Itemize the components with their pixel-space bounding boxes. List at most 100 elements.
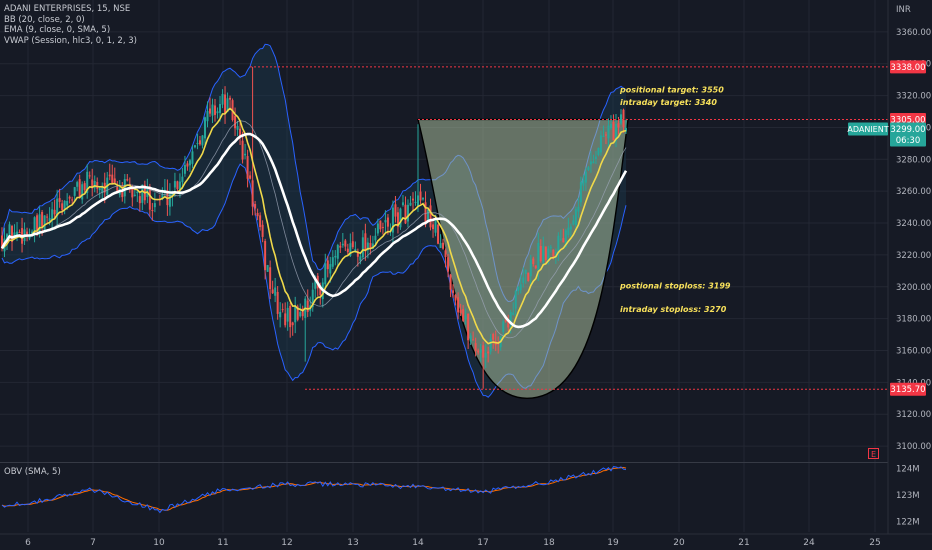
price-tick-8: 3260.00	[896, 187, 931, 197]
candle-body-89	[224, 94, 227, 114]
candle-body-159	[399, 208, 402, 228]
candle-body-249	[625, 128, 627, 132]
chart-legend: ADANI ENTERPRISES, 15, NSE BB (20, close…	[4, 4, 137, 46]
candle-body-49	[123, 179, 126, 197]
candle-body-105	[264, 241, 267, 271]
candle-body-129	[324, 263, 327, 285]
candle-body-122	[306, 300, 309, 312]
candle-body-81	[203, 117, 206, 139]
price-tick-3: 3160.00	[896, 346, 931, 356]
candle-body-133	[334, 255, 337, 258]
candle-body-53	[133, 194, 136, 196]
obv-tick-1: 123M	[896, 491, 920, 501]
candle-body-67	[168, 194, 171, 207]
obv-legend[interactable]: OBV (SMA, 5)	[4, 467, 61, 477]
candle-body-4	[11, 225, 14, 242]
candle-body-211	[529, 259, 532, 277]
candle-body-224	[562, 238, 565, 243]
candle-body-78	[196, 143, 199, 145]
earnings-badge[interactable]: E	[868, 448, 879, 459]
time-tick-9: 19	[607, 538, 619, 548]
candle-body-75	[188, 160, 191, 166]
candle-body-152	[381, 227, 384, 229]
candle-body-94	[236, 126, 239, 130]
candle-body-145	[364, 233, 367, 252]
candle-body-215	[539, 246, 542, 262]
candle-body-217	[544, 246, 547, 261]
countdown: 06:30	[896, 136, 921, 146]
candle-body-242	[607, 125, 610, 139]
candle-body-76	[191, 151, 194, 164]
candle-body-235	[589, 161, 592, 165]
time-tick-2: 10	[153, 538, 165, 548]
candle-body-6	[16, 231, 19, 236]
candle-body-13	[33, 217, 36, 232]
candle-body-165	[414, 201, 417, 203]
candle-body-98	[246, 156, 249, 179]
candle-body-87	[219, 104, 222, 113]
time-tick-0: 6	[25, 538, 31, 548]
candle-body-247	[619, 114, 622, 124]
annotation-1: intraday target: 3340	[620, 98, 717, 107]
candle-body-150	[376, 223, 379, 234]
candle-body-86	[216, 111, 219, 114]
candle-body-88	[221, 93, 224, 105]
grid	[0, 0, 888, 532]
candle-body-207	[519, 284, 522, 291]
obv-tick-2: 124M	[896, 464, 920, 474]
cup-pattern	[417, 118, 629, 399]
candle-body-196	[492, 333, 495, 340]
candle-body-130	[326, 260, 329, 270]
candle-body-14	[36, 215, 39, 231]
candle-body-176	[442, 242, 445, 249]
candle-body-59	[148, 186, 151, 210]
candle-body-90	[226, 98, 229, 113]
candle-body-104	[261, 224, 264, 237]
candle-body-71	[178, 181, 181, 190]
candle-body-95	[239, 128, 242, 138]
candle-body-2	[6, 234, 9, 241]
legend-bb[interactable]: BB (20, close, 2, 0)	[4, 14, 85, 25]
candle-body-175	[439, 243, 442, 248]
price-tick-9: 3280.00	[896, 155, 931, 165]
price-tick-0: 3100.00	[896, 442, 931, 452]
candle-body-248	[622, 109, 625, 128]
candle-body-182	[457, 297, 460, 313]
candle-body-43	[108, 174, 111, 177]
candle-body-180	[452, 290, 455, 293]
candle-body-188	[472, 339, 475, 341]
candle-body-139	[349, 243, 352, 256]
candle-body-29	[73, 187, 76, 196]
candle-body-54	[136, 191, 139, 194]
legend-vwap[interactable]: VWAP (Session, hlc3, 0, 1, 2, 3)	[4, 35, 137, 46]
time-tick-7: 17	[477, 538, 488, 548]
candle-body-28	[71, 199, 74, 201]
candle-body-166	[417, 195, 419, 207]
price-axis-bg	[888, 0, 932, 550]
candle-body-127	[319, 285, 322, 296]
candle-body-118	[296, 306, 299, 320]
candle-body-107	[269, 267, 272, 289]
candle-body-10	[26, 231, 29, 235]
candle-body-32	[81, 184, 84, 200]
candle-body-102	[256, 212, 259, 217]
candle-body-119	[299, 312, 302, 317]
candle-body-21	[53, 209, 56, 215]
candle-body-113	[284, 313, 287, 326]
candle-body-85	[214, 105, 217, 115]
legend-ema[interactable]: EMA (9, close, 0, SMA, 5)	[4, 25, 111, 36]
candle-body-25	[63, 200, 66, 209]
currency-label: INR	[896, 5, 911, 15]
candle-body-101	[254, 204, 257, 209]
legend-symbol[interactable]: ADANI ENTERPRISES, 15, NSE	[4, 4, 131, 14]
candle-body-209	[524, 270, 527, 274]
candle-body-69	[173, 181, 176, 188]
candle-body-170	[427, 209, 430, 221]
candle-body-226	[567, 227, 570, 236]
symbol-tag-bg	[848, 122, 888, 136]
candle-body-232	[582, 179, 585, 186]
candle-body-30	[76, 182, 79, 187]
level-label-0: 3338.00	[890, 63, 925, 73]
